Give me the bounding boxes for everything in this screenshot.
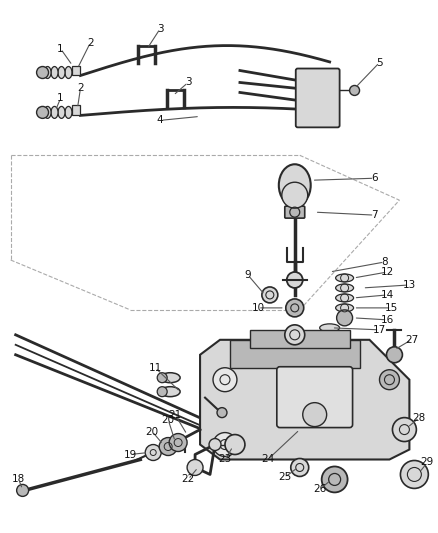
Text: 16: 16 — [381, 315, 394, 325]
FancyBboxPatch shape — [277, 367, 353, 427]
Text: 25: 25 — [278, 472, 291, 482]
Ellipse shape — [65, 67, 72, 78]
Ellipse shape — [160, 386, 180, 397]
Text: 11: 11 — [148, 363, 162, 373]
FancyBboxPatch shape — [296, 69, 339, 127]
Text: 3: 3 — [157, 23, 163, 34]
Text: 1: 1 — [57, 93, 64, 103]
FancyBboxPatch shape — [230, 340, 360, 368]
Text: 4: 4 — [157, 115, 163, 125]
Text: 17: 17 — [373, 325, 386, 335]
Circle shape — [286, 299, 304, 317]
Ellipse shape — [336, 284, 353, 292]
Text: 28: 28 — [413, 413, 426, 423]
Text: 10: 10 — [251, 303, 265, 313]
Text: 18: 18 — [12, 474, 25, 484]
Ellipse shape — [160, 373, 180, 383]
Circle shape — [386, 347, 403, 363]
Text: 5: 5 — [376, 58, 383, 68]
Circle shape — [213, 368, 237, 392]
Ellipse shape — [336, 274, 353, 282]
Circle shape — [321, 466, 348, 492]
Circle shape — [392, 417, 417, 441]
Circle shape — [262, 287, 278, 303]
Circle shape — [303, 402, 327, 426]
Circle shape — [282, 182, 308, 208]
Text: 13: 13 — [403, 280, 416, 290]
Text: 22: 22 — [181, 474, 195, 484]
Text: 7: 7 — [371, 210, 378, 220]
Circle shape — [37, 107, 49, 118]
FancyBboxPatch shape — [72, 66, 81, 76]
Text: 9: 9 — [244, 270, 251, 280]
Ellipse shape — [336, 294, 353, 302]
Text: 2: 2 — [77, 84, 84, 93]
Circle shape — [337, 310, 353, 326]
Ellipse shape — [320, 324, 339, 332]
FancyBboxPatch shape — [285, 206, 305, 218]
Ellipse shape — [58, 67, 65, 78]
Text: 1: 1 — [57, 44, 64, 54]
Circle shape — [291, 458, 309, 477]
Circle shape — [169, 433, 187, 451]
Circle shape — [285, 325, 305, 345]
Ellipse shape — [51, 67, 58, 78]
Circle shape — [287, 272, 303, 288]
Circle shape — [157, 373, 167, 383]
Circle shape — [157, 386, 167, 397]
Ellipse shape — [65, 107, 72, 118]
Ellipse shape — [44, 107, 51, 118]
Circle shape — [400, 461, 428, 488]
Circle shape — [17, 484, 28, 496]
Circle shape — [37, 67, 49, 78]
Text: 12: 12 — [381, 267, 394, 277]
Ellipse shape — [51, 107, 58, 118]
Text: 15: 15 — [385, 303, 398, 313]
Circle shape — [145, 445, 161, 461]
Circle shape — [225, 434, 245, 455]
FancyBboxPatch shape — [250, 330, 350, 348]
Circle shape — [350, 85, 360, 95]
Circle shape — [379, 370, 399, 390]
Ellipse shape — [336, 304, 353, 312]
Text: 2: 2 — [87, 38, 94, 47]
Text: 21: 21 — [169, 410, 182, 419]
Ellipse shape — [44, 67, 51, 78]
Text: 26: 26 — [313, 484, 326, 495]
Text: 23: 23 — [219, 455, 232, 464]
Text: 20: 20 — [162, 415, 175, 425]
Text: 20: 20 — [146, 426, 159, 437]
Ellipse shape — [279, 164, 311, 206]
Text: 8: 8 — [381, 257, 388, 267]
Text: 24: 24 — [261, 455, 275, 464]
Text: 6: 6 — [371, 173, 378, 183]
Text: 14: 14 — [381, 290, 394, 300]
Circle shape — [159, 438, 177, 456]
Text: 3: 3 — [185, 77, 191, 87]
Text: 29: 29 — [421, 457, 434, 467]
Circle shape — [187, 459, 203, 475]
Text: 27: 27 — [405, 335, 418, 345]
Circle shape — [217, 408, 227, 417]
Circle shape — [209, 439, 221, 450]
Circle shape — [213, 433, 237, 456]
Polygon shape — [200, 340, 410, 459]
Ellipse shape — [58, 107, 65, 118]
FancyBboxPatch shape — [72, 106, 81, 116]
Text: 19: 19 — [124, 449, 137, 459]
